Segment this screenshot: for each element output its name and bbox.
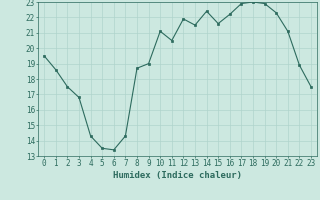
X-axis label: Humidex (Indice chaleur): Humidex (Indice chaleur) [113,171,242,180]
